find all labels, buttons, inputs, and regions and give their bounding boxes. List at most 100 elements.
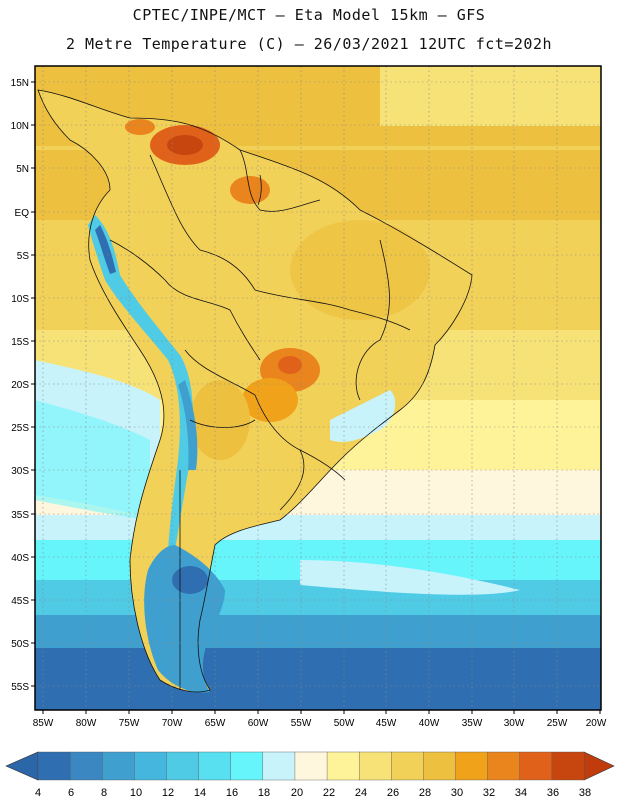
colorbar-label: 20	[291, 787, 303, 799]
argentina-warm	[190, 380, 250, 460]
colorbar-swatch	[230, 751, 264, 781]
lon-label: 50W	[334, 718, 355, 729]
colorbar-label: 22	[323, 787, 335, 799]
colorbar-swatch	[198, 751, 232, 781]
colorbar-swatches	[37, 751, 585, 781]
pacific-cold-core	[35, 400, 150, 520]
lon-label: 45W	[376, 718, 397, 729]
lon-label: 20W	[586, 718, 607, 729]
colorbar-swatch	[134, 751, 167, 781]
latitude-labels: 15N 10N 5N EQ 5S 10S 15S 20S 25S 30S 35S…	[11, 78, 30, 693]
venezuela-core	[167, 135, 203, 155]
colorbar-label: 4	[35, 787, 41, 799]
political-borders	[37, 89, 473, 693]
colorbar-label: 26	[387, 787, 399, 799]
colorbar-swatch	[294, 751, 328, 781]
temperature-field	[35, 66, 601, 710]
colorbar-swatch	[166, 751, 200, 781]
colorbar-low-arrow	[5, 751, 39, 781]
colorbar-label: 10	[130, 787, 142, 799]
colorbar-swatch	[423, 751, 457, 781]
lon-label: 30W	[504, 718, 525, 729]
colombia-hotspot	[125, 119, 155, 135]
colorbar-swatch	[455, 751, 489, 781]
lon-label: 60W	[248, 718, 269, 729]
border-bolivia	[184, 349, 256, 396]
colorbar-label: 14	[194, 787, 206, 799]
lat-label: 20S	[11, 380, 29, 391]
colorbar-label: 8	[101, 787, 107, 799]
border-brazil-states-c	[254, 289, 411, 331]
border-brazil-states-e	[355, 239, 390, 401]
colorbar-swatch	[262, 751, 296, 781]
se-brazil-cool	[330, 390, 396, 442]
colorbar-label: 12	[162, 787, 174, 799]
longitude-labels: 85W 80W 75W 70W 65W 60W 55W 50W 45W 40W …	[33, 718, 607, 729]
lat-label: 50S	[11, 639, 29, 650]
colorbar-swatch	[37, 751, 71, 781]
colorbar-label: 28	[419, 787, 431, 799]
lat-label: 40S	[11, 553, 29, 564]
lon-label: 85W	[33, 718, 54, 729]
lon-label: 55W	[291, 718, 312, 729]
lon-label: 70W	[162, 718, 183, 729]
lat-label: 35S	[11, 510, 29, 521]
title-line-1: CPTEC/INPE/MCT – Eta Model 15km – GFS	[132, 6, 486, 24]
lat-label: 55S	[11, 682, 29, 693]
colorbar-swatch	[69, 751, 103, 781]
colorbar-label: 32	[483, 787, 495, 799]
lat-label: 15S	[11, 337, 29, 348]
lat-label: 25S	[11, 423, 29, 434]
graticule	[35, 66, 601, 710]
southern-ocean-band	[35, 648, 601, 710]
andes-cold-spine	[88, 215, 193, 550]
colorbar-swatch	[551, 751, 585, 781]
atlantic-cool-patch	[300, 560, 520, 595]
lon-label: 40W	[419, 718, 440, 729]
andes-central-peaks	[178, 380, 198, 470]
colorbar-label: 36	[547, 787, 559, 799]
lon-label: 75W	[119, 718, 140, 729]
colorbar-swatch	[519, 751, 553, 781]
sub-antarctic-band	[35, 615, 601, 650]
lon-label: 80W	[76, 718, 97, 729]
border-colombia-brazil	[149, 154, 256, 291]
lat-label: 5N	[16, 164, 29, 175]
colorbar-swatch	[102, 751, 135, 781]
colorbar-label: 18	[258, 787, 270, 799]
caribbean-band	[380, 66, 601, 126]
colorbar-label: 34	[515, 787, 527, 799]
patagonia-core	[172, 566, 208, 594]
colorbar-swatch	[391, 751, 424, 781]
colorbar-high-arrow	[583, 751, 615, 781]
chaco-warm	[242, 378, 298, 422]
title-line-2: 2 Metre Temperature (C) – 26/03/2021 12U…	[65, 35, 553, 53]
map-frame	[34, 65, 602, 711]
colorbar-labels: 4 6 8 10 12 14 16 18 20 22 24 26 28 30 3…	[35, 787, 591, 799]
lat-label: 5S	[17, 251, 30, 262]
border-peru-brazil	[164, 279, 261, 361]
lon-label: 25W	[547, 718, 568, 729]
colorbar-label: 24	[355, 787, 367, 799]
lat-label: 10N	[11, 121, 29, 132]
colorbar-swatch	[487, 751, 521, 781]
colorbar-label: 16	[226, 787, 238, 799]
colorbar: 4 6 8 10 12 14 16 18 20 22 24 26 28 30 3…	[5, 751, 615, 799]
colorbar-label: 38	[579, 787, 591, 799]
axis-ticks	[31, 81, 601, 714]
pantanal-core	[278, 356, 302, 374]
border-argentina-north	[189, 419, 256, 428]
border-uruguay	[299, 449, 346, 481]
colorbar-label: 6	[68, 787, 74, 799]
colorbar-swatch	[326, 751, 360, 781]
lat-label: 10S	[11, 294, 29, 305]
border-suriname	[257, 174, 262, 206]
central-brazil-warm	[290, 220, 430, 320]
colorbar-label: 30	[451, 787, 463, 799]
lat-label: 15N	[11, 78, 29, 89]
andes-north-peaks	[95, 225, 116, 274]
lat-label: EQ	[15, 208, 30, 219]
colder-band	[35, 580, 601, 620]
lat-label: 45S	[11, 596, 29, 607]
